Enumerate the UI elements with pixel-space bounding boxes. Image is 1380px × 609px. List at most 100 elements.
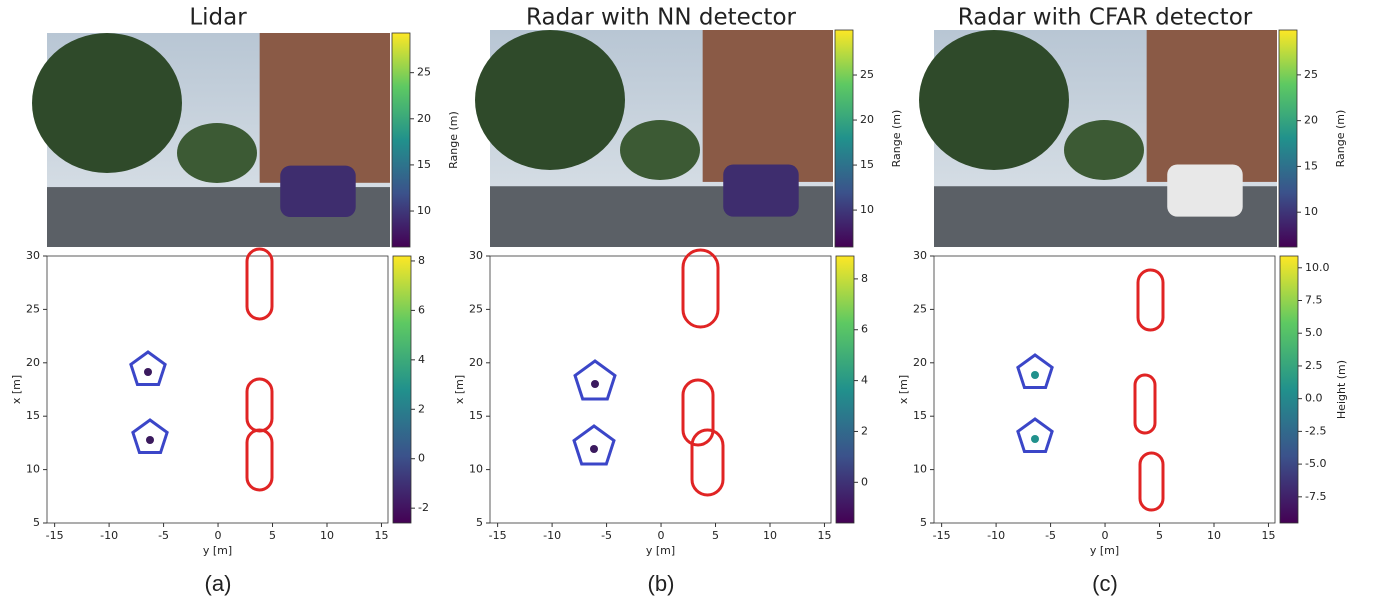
photo-tree [177, 123, 257, 183]
x-tick-label: -5 [1045, 529, 1056, 542]
x-tick-label: -5 [158, 529, 169, 542]
highlight-pedestrian [572, 424, 616, 466]
y-tick-label: 20 [26, 356, 40, 369]
y-tick-label: 30 [469, 249, 483, 262]
photo-car [1167, 164, 1243, 217]
colorbar-tick-label: 25 [860, 68, 874, 81]
colorbar-tick-label: -7.5 [1305, 490, 1326, 503]
highlight-car [681, 248, 720, 329]
pedestrian-points [146, 436, 154, 444]
y-tick-label: 15 [913, 409, 927, 422]
colorbar [834, 29, 854, 248]
x-tick-label: 5 [269, 529, 276, 542]
y-tick-label: 15 [26, 409, 40, 422]
y-tick-label: 25 [469, 302, 483, 315]
colorbar-label: Range (m) [890, 110, 903, 168]
colorbar-tick-label: 20 [1304, 114, 1318, 127]
colorbar-tick-label: 6 [418, 303, 425, 316]
colorbar-tick-label: 10 [860, 203, 874, 216]
colorbar-tick-label: 2 [418, 402, 425, 415]
x-axis-label: y [m] [1090, 544, 1119, 557]
pedestrian-points [590, 445, 598, 453]
x-tick-label: 10 [1207, 529, 1221, 542]
photo-tree [919, 30, 1069, 170]
x-tick-label: 10 [320, 529, 334, 542]
panel-title: Lidar [189, 5, 247, 31]
y-tick-label: 10 [913, 463, 927, 476]
colorbar-tick-label: -5.0 [1305, 457, 1326, 470]
highlight-pedestrian [1016, 353, 1054, 390]
colorbar [1278, 29, 1298, 248]
highlight-car [681, 378, 715, 447]
colorbar-tick-label: 0 [861, 475, 868, 488]
highlight-car [1136, 268, 1165, 332]
colorbar-tick-label: 10 [1304, 205, 1318, 218]
y-tick-label: 5 [476, 516, 483, 529]
colorbar-tick-label: 6 [861, 323, 868, 336]
colorbar-tick-label: 8 [861, 272, 868, 285]
x-tick-label: 5 [1156, 529, 1163, 542]
photo-tree [32, 33, 182, 173]
colorbar-tick-label: 25 [1304, 68, 1318, 81]
highlight-car [1133, 373, 1157, 435]
x-tick-label: -10 [100, 529, 118, 542]
colorbar-tick-label: 0 [418, 452, 425, 465]
panel-caption: (a) [205, 571, 232, 596]
photo-tree [1064, 120, 1144, 180]
photo-building [1146, 30, 1277, 182]
colorbar-tick-label: 5.0 [1305, 326, 1323, 339]
x-tick-label: 10 [763, 529, 777, 542]
colorbar [392, 255, 412, 524]
highlight-car [1138, 451, 1165, 512]
colorbar-tick-label: 2.5 [1305, 359, 1323, 372]
x-tick-label: -5 [601, 529, 612, 542]
y-tick-label: 30 [26, 249, 40, 262]
y-axis-label: x [m] [10, 375, 23, 404]
x-tick-label: -10 [543, 529, 561, 542]
x-tick-label: 0 [1102, 529, 1109, 542]
colorbar [1279, 255, 1299, 524]
highlight-car [690, 428, 725, 497]
x-axis-label: y [m] [646, 544, 675, 557]
y-tick-label: 10 [469, 463, 483, 476]
highlight-car [245, 428, 274, 492]
pedestrian-points [144, 368, 152, 376]
y-tick-label: 5 [920, 516, 927, 529]
highlight-pedestrian [129, 350, 167, 387]
colorbar-tick-label: 10.0 [1305, 261, 1330, 274]
y-tick-label: 15 [469, 409, 483, 422]
x-tick-label: 0 [658, 529, 665, 542]
x-tick-label: -15 [489, 529, 507, 542]
colorbar-tick-label: 15 [1304, 159, 1318, 172]
colorbar-tick-label: 0.0 [1305, 392, 1323, 405]
plot-area [933, 255, 1276, 524]
colorbar-label: Range (m) [1334, 110, 1347, 168]
photo-building [259, 33, 390, 183]
x-tick-label: 15 [374, 529, 388, 542]
y-axis-label: x [m] [453, 375, 466, 404]
pedestrian-points [591, 380, 599, 388]
photo-tree [475, 30, 625, 170]
colorbar-tick-label: 10 [417, 204, 431, 217]
x-tick-label: 0 [215, 529, 222, 542]
y-axis-label: x [m] [897, 375, 910, 404]
panel-title: Radar with NN detector [526, 5, 797, 31]
plot-area [489, 255, 832, 524]
x-axis-label: y [m] [203, 544, 232, 557]
x-tick-label: -15 [933, 529, 951, 542]
x-tick-label: 15 [817, 529, 831, 542]
x-tick-label: 5 [712, 529, 719, 542]
colorbar-tick-label: 8 [418, 254, 425, 267]
highlight-pedestrian [1016, 417, 1054, 454]
colorbar-tick-label: 2 [861, 424, 868, 437]
colorbar-tick-label: 7.5 [1305, 294, 1323, 307]
photo-car [280, 165, 356, 218]
y-tick-label: 10 [26, 463, 40, 476]
colorbar [391, 32, 411, 248]
colorbar-tick-label: -2 [418, 501, 429, 514]
photo-building [702, 30, 833, 182]
colorbar-label: Range (m) [447, 111, 460, 169]
y-tick-label: 25 [913, 302, 927, 315]
colorbar-tick-label: -2.5 [1305, 424, 1326, 437]
